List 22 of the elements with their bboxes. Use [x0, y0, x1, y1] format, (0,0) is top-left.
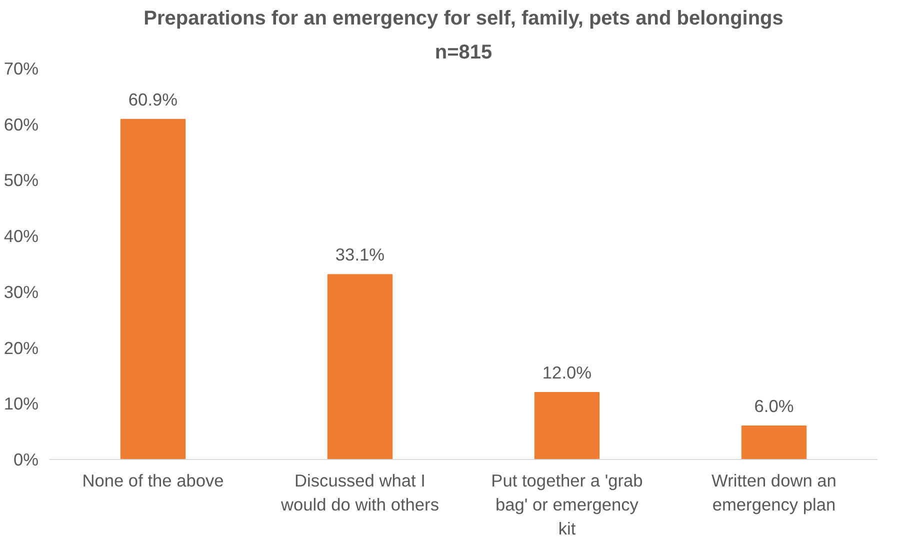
x-tick-label: None of the above [82, 470, 224, 490]
chart-subtitle: n=815 [434, 42, 492, 64]
x-tick-label: Written down an emergency plan [712, 470, 836, 514]
bar [534, 392, 600, 460]
y-tick-label: 60% [4, 114, 39, 134]
y-tick-label: 30% [4, 282, 39, 302]
y-tick-label: 10% [4, 394, 39, 414]
bar [327, 274, 393, 460]
y-tick-label: 50% [4, 170, 39, 190]
data-label: 33.1% [335, 244, 385, 265]
data-label: 12.0% [542, 362, 592, 382]
data-label: 6.0% [754, 396, 794, 416]
y-tick-label: 70% [4, 58, 39, 78]
y-tick-label: 40% [4, 226, 39, 246]
bar [741, 425, 807, 460]
x-tick-label: Discussed what I would do with others [280, 470, 440, 514]
chart-title: Preparations for an emergency for self, family, pets and belongings [144, 8, 784, 30]
y-tick-label: 20% [4, 338, 39, 358]
data-label: 60.9% [128, 89, 178, 110]
y-tick-label: 0% [13, 450, 38, 470]
bar [120, 118, 186, 460]
x-tick-label: Put together a 'grab bag' or emergency kit [491, 470, 643, 538]
